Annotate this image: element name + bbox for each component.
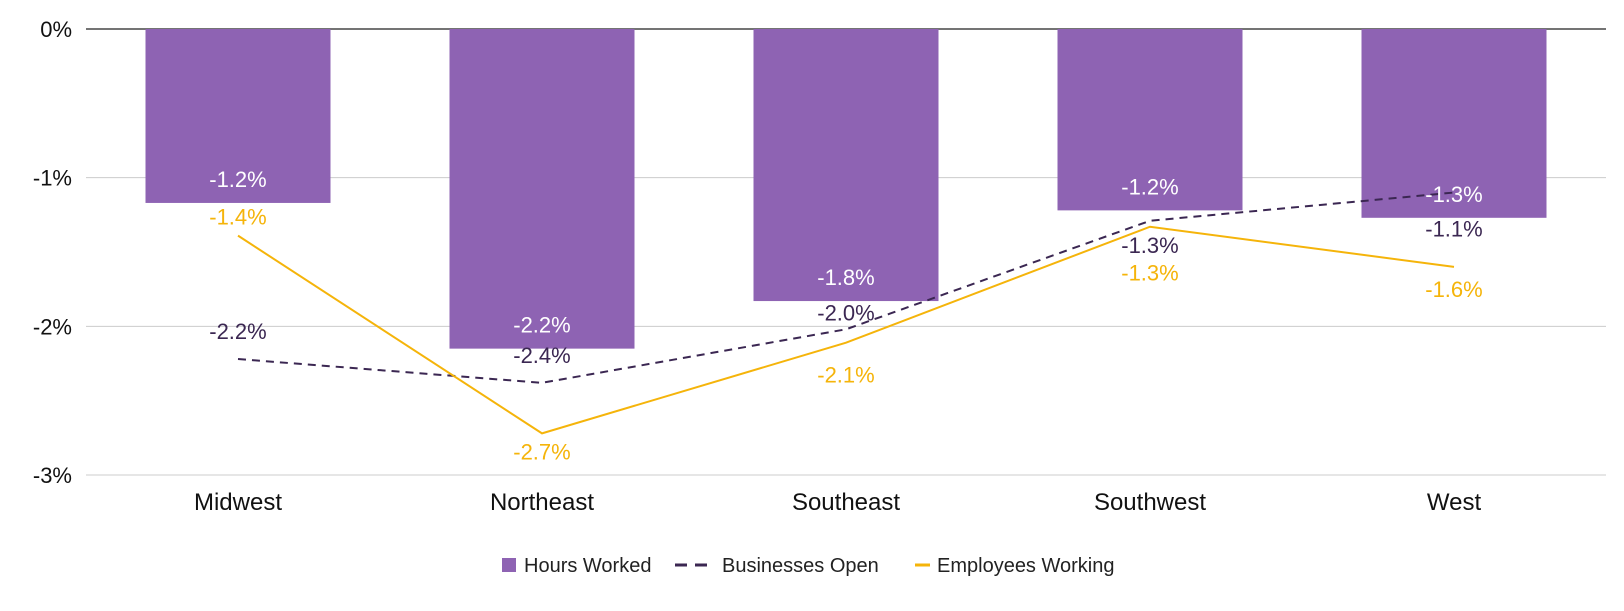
legend-label: Hours Worked <box>524 555 651 577</box>
data-label: -1.8% <box>817 265 874 290</box>
y-tick-label: -3% <box>33 463 72 488</box>
data-label: -1.3% <box>1121 261 1178 286</box>
data-label: -2.1% <box>817 363 874 388</box>
x-tick-label: West <box>1427 489 1482 516</box>
data-label: -1.1% <box>1425 217 1482 242</box>
data-label: -2.2% <box>513 313 570 338</box>
bar <box>1057 29 1243 211</box>
bar-series <box>145 29 1547 349</box>
bar <box>449 29 635 349</box>
bar <box>145 29 331 203</box>
data-label: -1.2% <box>1121 174 1178 199</box>
data-label: -1.4% <box>209 205 266 230</box>
y-tick-label: -2% <box>33 314 72 339</box>
x-tick-label: Southeast <box>792 489 900 516</box>
data-label: -1.3% <box>1425 182 1482 207</box>
x-tick-label: Southwest <box>1094 489 1206 516</box>
data-label: -2.4% <box>513 343 570 368</box>
data-labels: -1.2% -2.2% -1.8% -1.2% -1.3% -2.2% -2.4% -2.0%… <box>209 167 1482 464</box>
x-tick-label: Midwest <box>194 489 282 516</box>
bar <box>1361 29 1547 218</box>
legend[interactable]: Hours Worked Businesses Open Employees Wor… <box>502 555 1114 577</box>
businesses-open-line <box>237 191 1455 384</box>
bar <box>753 29 939 302</box>
y-tick-label: 0% <box>40 17 72 42</box>
x-tick-label: Northeast <box>490 489 594 516</box>
legend-swatch-hours-worked <box>502 558 516 572</box>
data-label: -2.0% <box>817 300 874 325</box>
data-label: -1.2% <box>209 167 266 192</box>
y-axis: 0% -1% -2% -3% <box>33 17 72 488</box>
data-label: -1.3% <box>1121 233 1178 258</box>
y-tick-label: -1% <box>33 166 72 191</box>
data-label: -2.7% <box>513 439 570 464</box>
line-series <box>237 191 1455 435</box>
data-label: -2.2% <box>209 319 266 344</box>
data-label: -1.6% <box>1425 277 1482 302</box>
legend-label: Employees Working <box>937 555 1114 577</box>
x-axis: Midwest Northeast Southeast Southwest West <box>194 489 1481 516</box>
legend-label: Businesses Open <box>722 555 879 577</box>
